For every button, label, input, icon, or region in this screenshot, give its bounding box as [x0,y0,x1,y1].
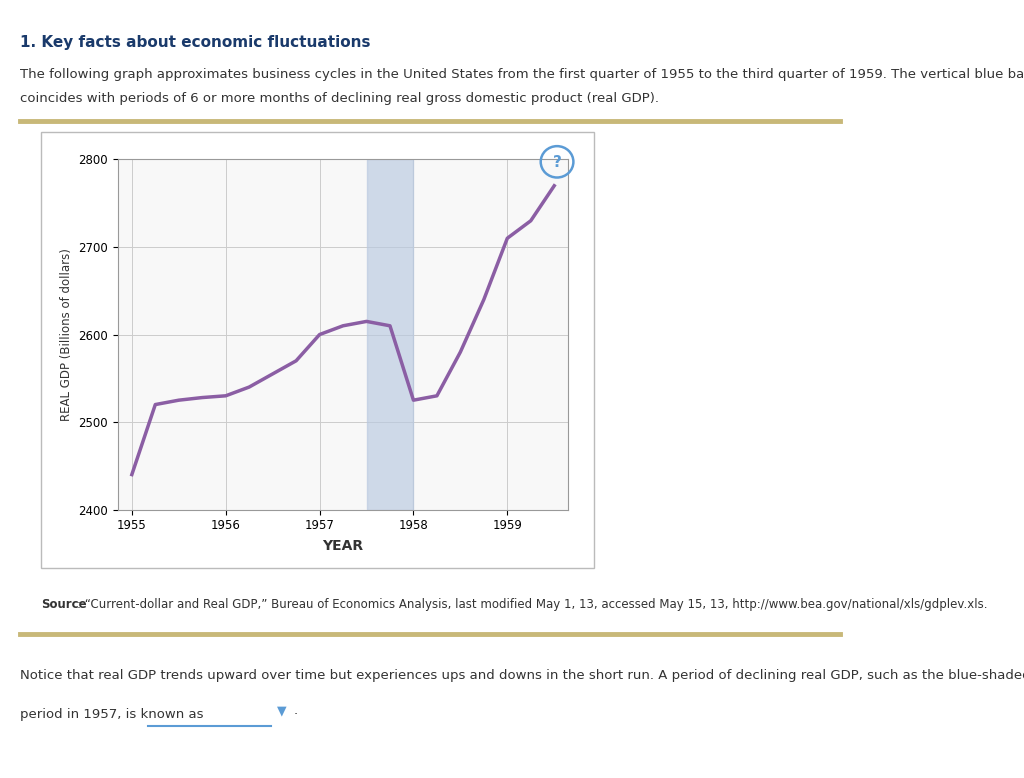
Text: ▼: ▼ [276,704,286,717]
Text: period in 1957, is known as: period in 1957, is known as [20,708,204,721]
Text: Notice that real GDP trends upward over time but experiences ups and downs in th: Notice that real GDP trends upward over … [20,669,1024,682]
Text: ?: ? [553,155,561,170]
Y-axis label: REAL GDP (Billions of dollars): REAL GDP (Billions of dollars) [59,248,73,421]
Bar [367,159,414,510]
Text: 1. Key facts about economic fluctuations: 1. Key facts about economic fluctuations [20,35,371,50]
Text: .: . [294,704,298,717]
Text: : “Current-dollar and Real GDP,” Bureau of Economics Analysis, last modified May: : “Current-dollar and Real GDP,” Bureau … [77,598,987,611]
X-axis label: YEAR: YEAR [323,539,364,553]
Text: The following graph approximates business cycles in the United States from the f: The following graph approximates busines… [20,68,1024,82]
Text: Source: Source [41,598,87,611]
Text: coincides with periods of 6 or more months of declining real gross domestic prod: coincides with periods of 6 or more mont… [20,92,659,105]
